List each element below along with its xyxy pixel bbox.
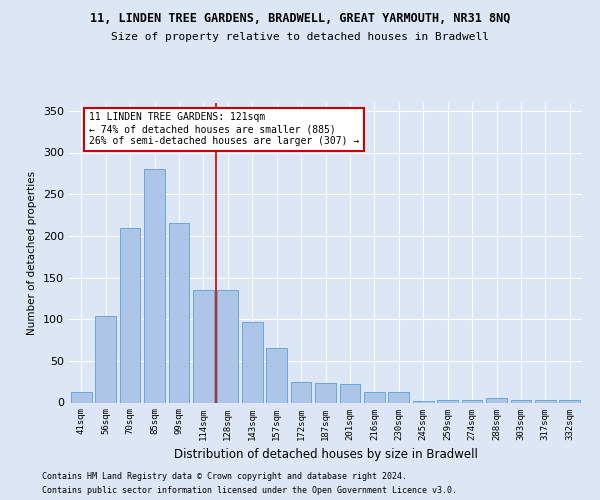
X-axis label: Distribution of detached houses by size in Bradwell: Distribution of detached houses by size … (173, 448, 478, 461)
Text: Size of property relative to detached houses in Bradwell: Size of property relative to detached ho… (111, 32, 489, 42)
Bar (511, 400, 532, 402)
Bar (193, 290, 214, 403)
Bar (486, 398, 507, 402)
Bar (340, 384, 361, 402)
Bar (266, 348, 287, 403)
Text: 11 LINDEN TREE GARDENS: 121sqm
← 74% of detached houses are smaller (885)
26% of: 11 LINDEN TREE GARDENS: 121sqm ← 74% of … (89, 112, 359, 146)
Text: Contains HM Land Registry data © Crown copyright and database right 2024.: Contains HM Land Registry data © Crown c… (42, 472, 407, 481)
Bar (95, 316, 116, 402)
Bar (535, 400, 556, 402)
Bar (437, 400, 458, 402)
Text: 11, LINDEN TREE GARDENS, BRADWELL, GREAT YARMOUTH, NR31 8NQ: 11, LINDEN TREE GARDENS, BRADWELL, GREAT… (90, 12, 510, 26)
Bar (71, 392, 92, 402)
Y-axis label: Number of detached properties: Number of detached properties (28, 170, 37, 334)
Bar (144, 169, 165, 402)
Text: Contains public sector information licensed under the Open Government Licence v3: Contains public sector information licen… (42, 486, 457, 495)
Bar (364, 392, 385, 402)
Bar (217, 290, 238, 403)
Bar (461, 400, 482, 402)
Bar (388, 392, 409, 402)
Bar (413, 401, 434, 402)
Bar (169, 224, 190, 402)
Bar (242, 322, 263, 402)
Bar (315, 384, 336, 402)
Bar (559, 400, 580, 402)
Bar (290, 382, 311, 402)
Bar (119, 228, 140, 402)
